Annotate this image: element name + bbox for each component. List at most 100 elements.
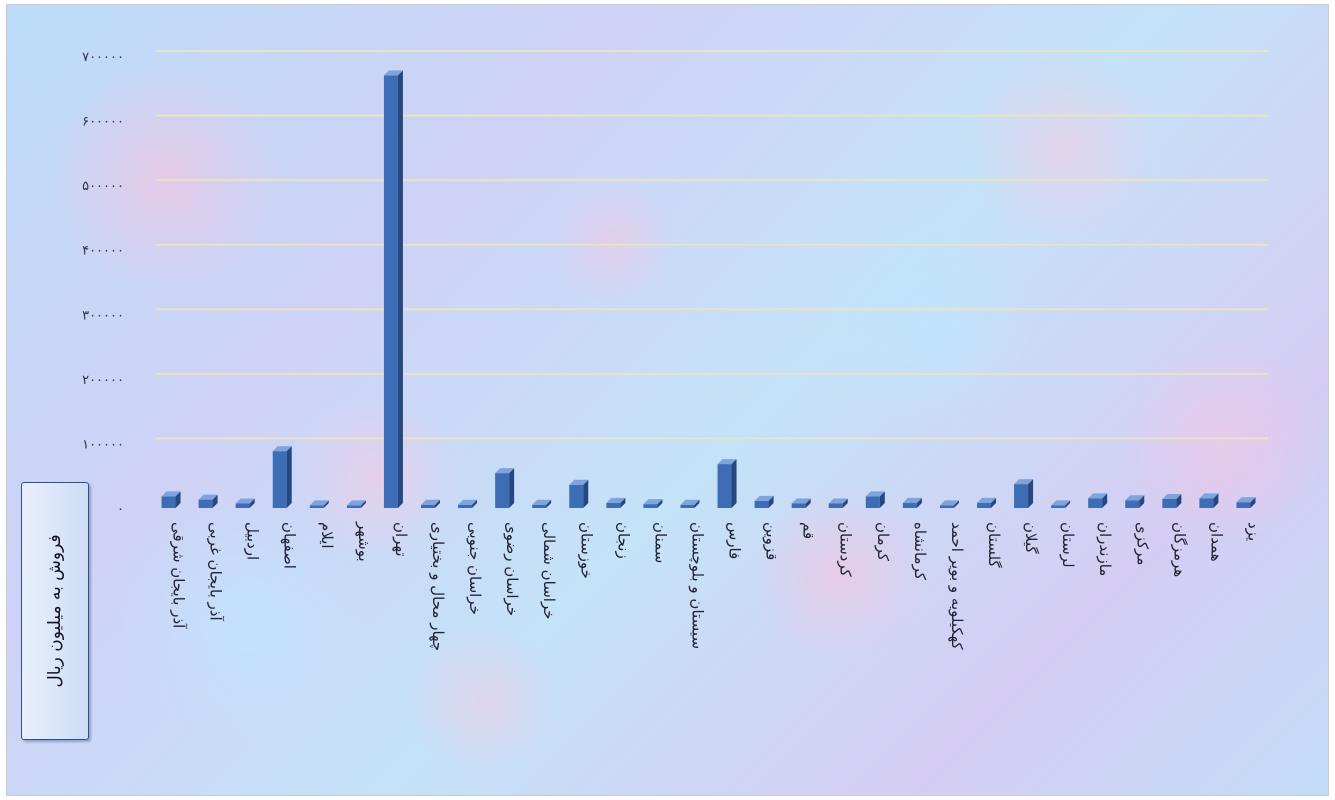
bar <box>680 499 700 508</box>
bar-side <box>879 491 885 508</box>
x-tick-label: خراسان شمالی <box>540 522 558 620</box>
x-tick-label: اردبیل <box>244 522 262 560</box>
y-tick-label: ۱۰۰۰۰۰ <box>82 437 124 452</box>
bar-top <box>791 498 811 504</box>
bar-side <box>731 459 737 508</box>
bar-side <box>472 499 478 508</box>
bar-front <box>1236 502 1251 508</box>
y-axis-label: فروش به میلیون ریال <box>45 534 65 688</box>
bar-top <box>754 495 774 501</box>
bar-front <box>309 505 324 508</box>
bar <box>643 499 663 508</box>
y-tick-label: ۴۰۰۰۰۰ <box>82 244 124 259</box>
bar <box>1014 479 1034 508</box>
y-tick-label: ۷۰۰۰۰۰ <box>82 50 124 65</box>
bar-top <box>717 459 737 465</box>
x-tick-label: کردستان <box>837 522 855 578</box>
x-tick-label: خراسان جنوبی <box>466 522 484 615</box>
bar-top <box>606 497 626 503</box>
bar-front <box>421 504 435 508</box>
y-tick-label: ۲۰۰۰۰۰ <box>82 373 124 388</box>
bar-top <box>346 500 366 506</box>
bar-front <box>791 503 806 508</box>
bar-top <box>272 446 292 452</box>
bar <box>717 459 737 508</box>
bar-top <box>828 498 848 504</box>
bar-top <box>1088 493 1108 499</box>
bar <box>754 495 774 508</box>
bar-front <box>235 503 250 508</box>
bar-front <box>569 484 584 508</box>
x-tick-label: قم <box>800 522 818 539</box>
bar <box>939 500 959 508</box>
bar <box>1088 493 1108 508</box>
bar-top <box>235 498 255 504</box>
bar-side <box>1065 500 1071 508</box>
bar-top <box>1125 495 1145 501</box>
bar <box>791 498 811 508</box>
bar-side <box>1139 495 1145 508</box>
bar-top <box>1014 479 1034 485</box>
x-tick-label: لرستان <box>1059 522 1077 568</box>
bar <box>383 70 403 508</box>
bar-side <box>768 495 774 508</box>
x-tick-label: فارس <box>726 522 744 559</box>
bar-top <box>495 468 515 474</box>
bar-side <box>657 499 663 508</box>
x-tick-label: ایلام <box>318 522 336 549</box>
bar-front <box>1051 505 1066 508</box>
bar-front <box>383 75 398 508</box>
bar-top <box>161 491 181 497</box>
bar-side <box>805 498 811 508</box>
bar <box>1236 497 1256 508</box>
x-tick-label: آذر بایجان شرقی <box>170 522 188 629</box>
bar-side <box>360 500 366 508</box>
bar-front <box>828 503 843 508</box>
bar-side <box>1028 479 1034 508</box>
x-tick-label: مازندران <box>1096 522 1114 576</box>
y-axis-ticks: ۰ ۱۰۰۰۰۰ ۲۰۰۰۰۰ ۳۰۰۰۰۰ ۴۰۰۰۰۰ ۵۰۰۰۰۰ ۶۰۰۰۰۰ ۷۰۰… <box>82 50 124 517</box>
bar-top <box>680 499 700 505</box>
x-tick-label: یزد <box>1244 522 1262 541</box>
x-tick-label: هرمزگان <box>1170 522 1188 577</box>
bar-side <box>212 494 218 508</box>
y-tick-label: ۰ <box>117 502 124 517</box>
x-tick-label: تهران <box>392 522 410 557</box>
bar <box>346 500 366 508</box>
bar <box>1125 495 1145 508</box>
bar <box>902 497 922 508</box>
bar-side <box>916 497 922 508</box>
x-tick-label: گلستان <box>985 522 1003 568</box>
bar-top <box>865 491 885 497</box>
y-axis-label-box: فروش به میلیون ریال <box>21 482 89 740</box>
gridlines <box>156 50 1268 440</box>
bar-front <box>977 502 991 508</box>
bar-side <box>546 499 552 508</box>
bar-side <box>397 70 403 508</box>
x-tick-label: گیلان <box>1022 522 1040 554</box>
bar-side <box>1102 493 1108 508</box>
bar-front <box>1125 500 1140 508</box>
chart-area <box>6 4 1329 796</box>
bar-front <box>939 505 954 508</box>
bar-front <box>754 500 769 508</box>
bar-front <box>198 499 213 508</box>
bar-front <box>272 451 287 508</box>
bar-side <box>694 499 700 508</box>
bar-top <box>458 499 478 505</box>
bar <box>865 491 885 508</box>
bar <box>1051 500 1071 508</box>
bar-front <box>902 502 917 508</box>
bar-top <box>1236 497 1256 503</box>
x-tick-label: کرمانشاه <box>911 522 929 581</box>
bar <box>309 500 329 508</box>
bar-front <box>865 496 880 508</box>
bar-side <box>991 497 996 508</box>
bar-side <box>249 498 255 508</box>
bar-top <box>309 500 329 506</box>
bar-side <box>620 497 626 508</box>
bar <box>272 446 292 508</box>
bar-top <box>977 497 996 503</box>
y-tick-label: ۳۰۰۰۰۰ <box>82 308 124 323</box>
